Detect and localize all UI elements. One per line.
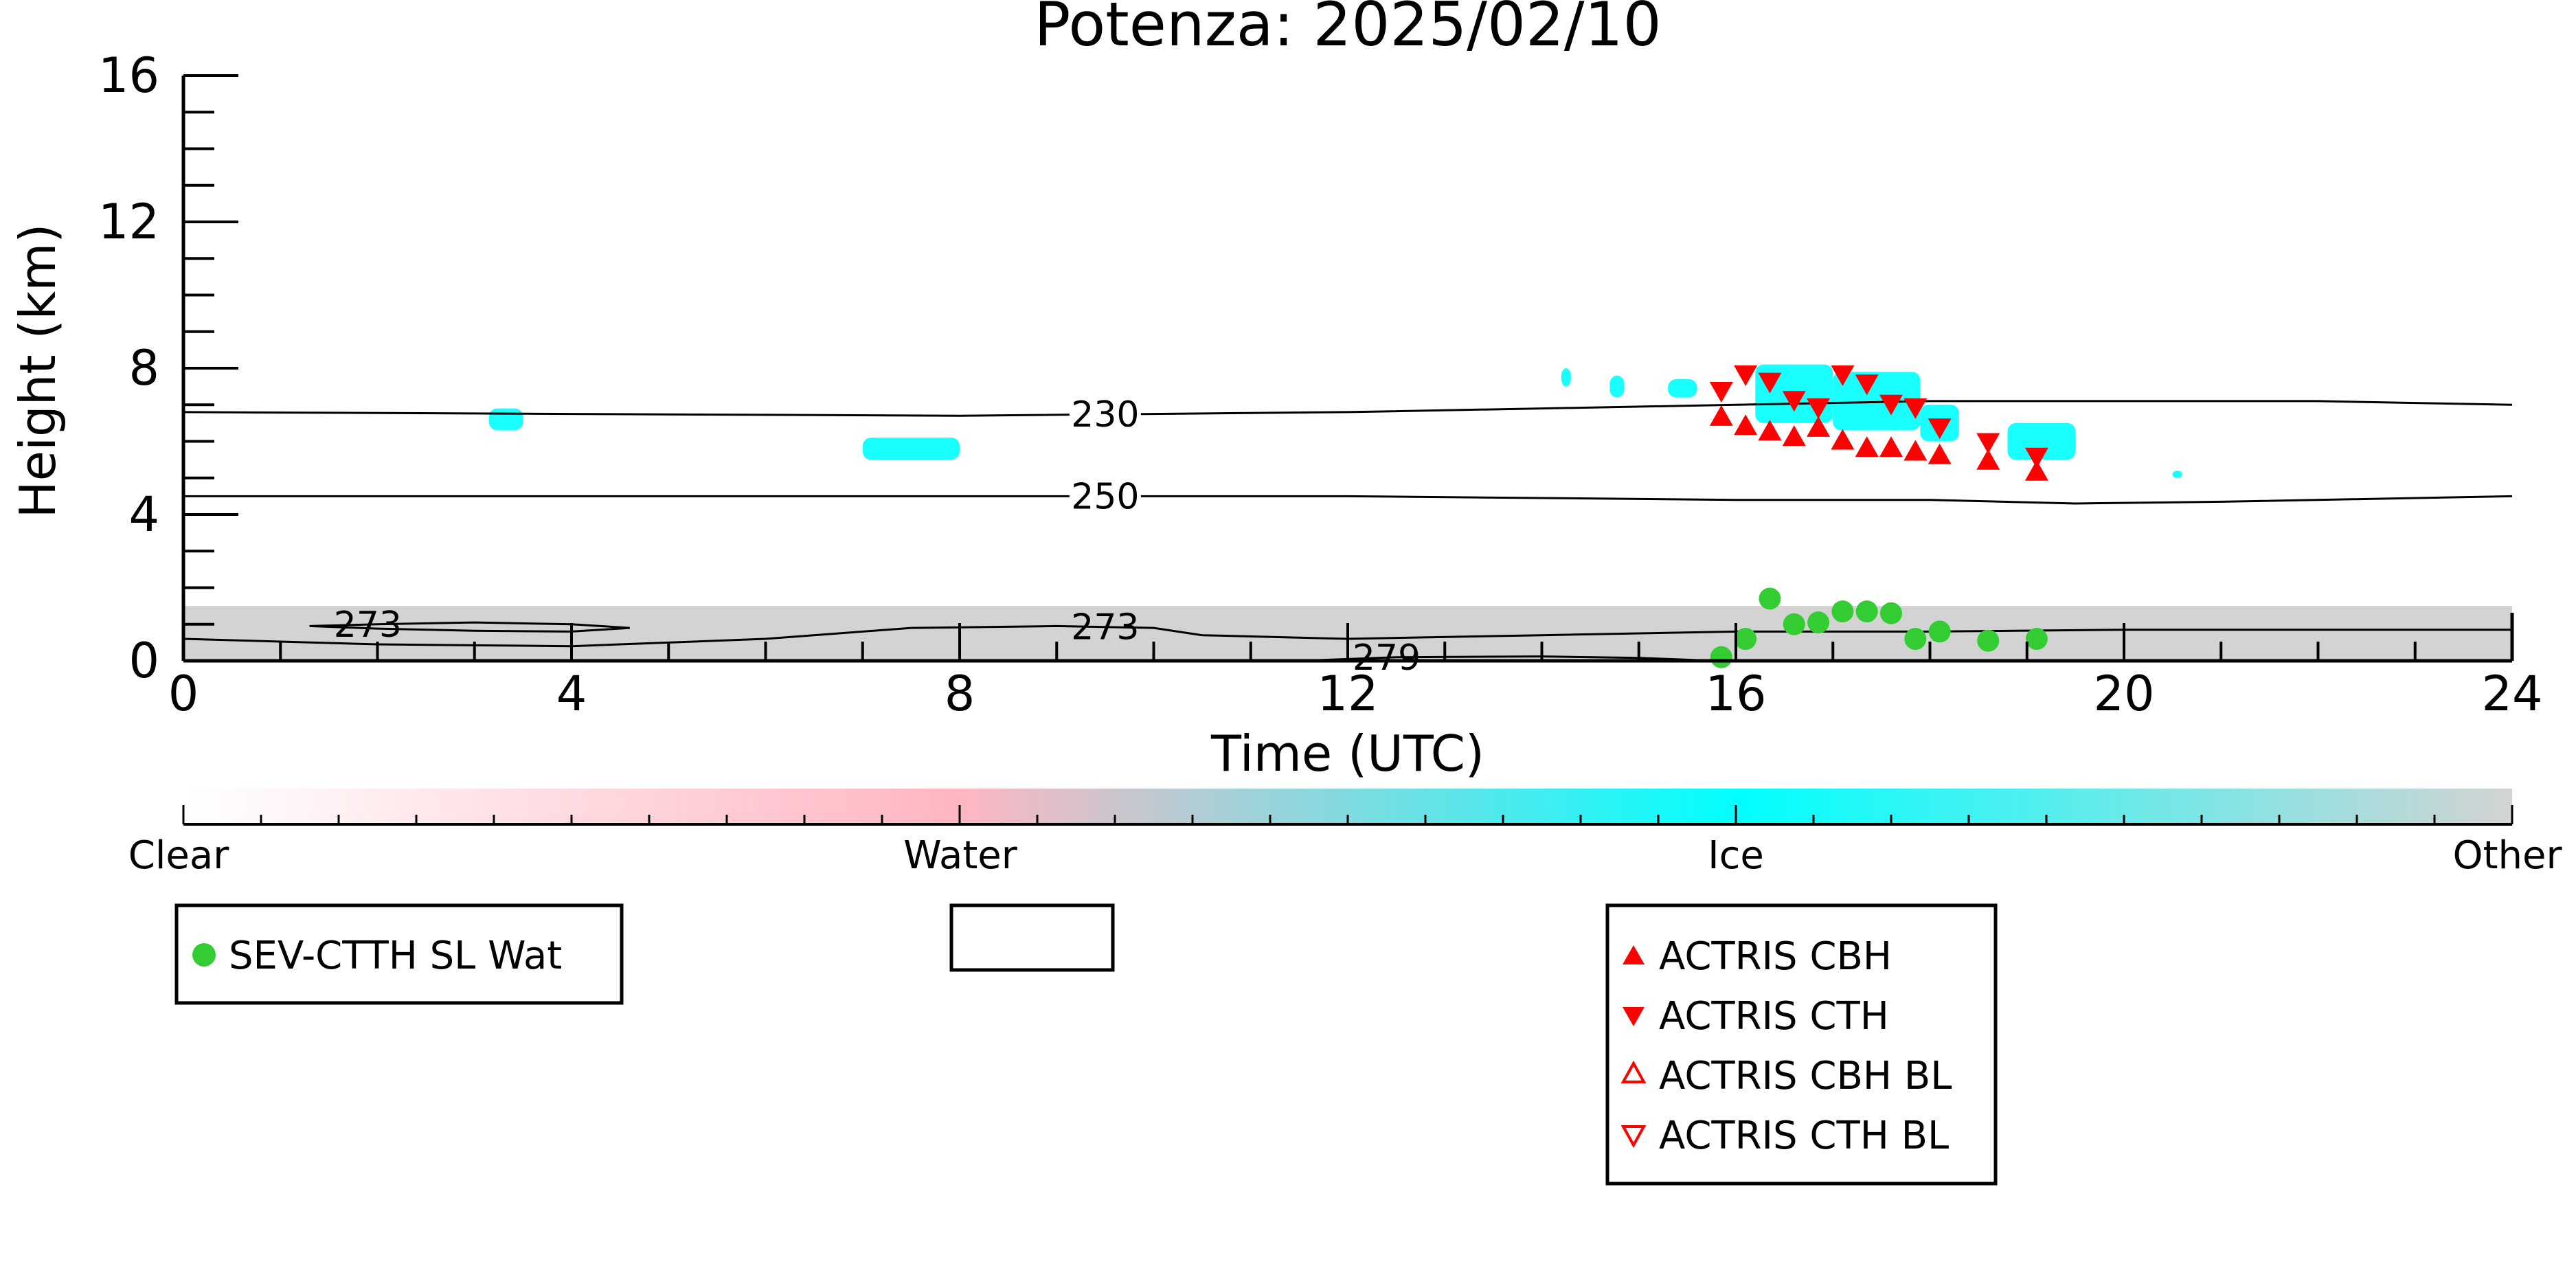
marker-circle-0-11 [2025, 628, 2048, 651]
contour-label-2: 273 [1071, 607, 1139, 648]
marker-triangle-up-1-9 [1928, 443, 1952, 464]
marker-triangle-down-2-1 [1734, 365, 1758, 386]
y-axis-label: Height (km) [9, 224, 67, 519]
marker-triangle-up-1-5 [1831, 429, 1855, 450]
marker-triangle-up-1-0 [1709, 405, 1733, 426]
legend-triangle-down-icon [1623, 1007, 1645, 1026]
colorbar-ticks [182, 805, 2513, 826]
marker-triangle-up-1-8 [1903, 440, 1928, 461]
marker-triangle-down-2-0 [1709, 381, 1733, 403]
y-tick-label-4: 4 [128, 486, 159, 543]
colorbar-label-other: Other [2452, 833, 2562, 878]
chart-title: Potenza: 2025/02/10 [1034, 0, 1661, 60]
x-tick-label-0: 0 [168, 666, 199, 722]
x-tick-label-24: 24 [2481, 666, 2542, 722]
y-tick-label-12: 12 [98, 194, 159, 250]
marker-triangle-up-1-3 [1782, 425, 1806, 447]
marker-circle-0-6 [1855, 600, 1878, 623]
marker-triangle-down-2-11 [2024, 447, 2048, 468]
marker-triangle-down-2-9 [1928, 418, 1952, 440]
contour-line-3 [309, 621, 630, 633]
marker-circle-0-4 [1807, 611, 1830, 634]
x-tick-label-16: 16 [1705, 666, 1766, 722]
marker-triangle-down-2-5 [1831, 365, 1855, 386]
colorbar-label-ice: Ice [1708, 833, 1764, 878]
legend-label-actris-cth-bl: ACTRIS CTH BL [1659, 1114, 1949, 1158]
legend-label-actris-cth: ACTRIS CTH [1659, 994, 1889, 1039]
marker-triangle-down-2-10 [1976, 433, 2000, 454]
legend-label-actris-cbh: ACTRIS CBH [1659, 934, 1892, 979]
plot-area: 230 250 273 273 279 0 4 8 12 16 0 4 8 12 16 20 24 [98, 47, 2543, 722]
ice-patch-9 [2172, 471, 2182, 478]
contour-label-0: 230 [1071, 394, 1139, 436]
axes: 0 4 8 12 16 0 4 8 12 16 20 24 [98, 47, 2543, 722]
marker-triangle-down-2-8 [1903, 398, 1928, 419]
marker-triangle-down-2-3 [1782, 391, 1806, 412]
marker-triangle-up-1-1 [1734, 414, 1758, 436]
marker-circle-0-1 [1735, 628, 1757, 651]
ice-patch-0 [488, 408, 523, 431]
marker-circle-0-9 [1928, 620, 1951, 643]
contour-line-2 [183, 624, 2512, 648]
ice-patch-1 [862, 438, 960, 460]
marker-circle-0-8 [1904, 628, 1927, 651]
legend-satellite: SEV-CTTH SL Wat [174, 903, 624, 1005]
marker-circle-0-7 [1880, 602, 1902, 624]
marker-circle-0-5 [1831, 600, 1854, 623]
marker-triangle-up-1-11 [2024, 460, 2048, 481]
marker-triangle-up-1-10 [1976, 449, 2000, 470]
marker-triangle-up-1-7 [1879, 436, 1903, 457]
marker-circle-0-2 [1759, 587, 1781, 610]
x-tick-label-20: 20 [2093, 666, 2154, 722]
marker-circle-0-0 [1710, 646, 1732, 668]
colorbar: Clear Water Ice Other [128, 789, 2562, 878]
contour-line-0 [183, 400, 2513, 417]
data-markers [1709, 365, 2048, 668]
contour-label-bg-0 [1069, 396, 1141, 433]
marker-triangle-down-2-7 [1879, 394, 1903, 416]
contour-label-4: 279 [1353, 637, 1421, 679]
contour-label-1: 250 [1071, 476, 1139, 517]
x-tick-label-4: 4 [556, 666, 587, 722]
temperature-contours: 230 250 273 273 279 [183, 394, 2513, 679]
y-tick-label-0: 0 [128, 633, 159, 689]
legend-actris: ACTRIS CBH ACTRIS CTH ACTRIS CBH BL ACTR… [1605, 903, 1998, 1186]
ice-cloud-patches [488, 364, 2182, 478]
x-tick-label-8: 8 [945, 666, 975, 722]
legend-satellite-box [174, 903, 624, 1005]
colorbar-label-clear: Clear [128, 833, 229, 878]
marker-triangle-up-1-2 [1758, 420, 1782, 441]
legend-triangle-down-open-icon [1620, 1125, 1647, 1149]
ice-patch-7 [2007, 422, 2076, 460]
marker-triangle-up-1-4 [1807, 416, 1831, 437]
y-tick-label-16: 16 [98, 47, 159, 104]
contour-line-1 [183, 495, 2513, 505]
y-tick-label-8: 8 [128, 340, 159, 396]
legend-circle-icon [192, 943, 216, 967]
legend-empty-box [949, 903, 1115, 972]
contour-label-bg-1 [1069, 478, 1141, 515]
marker-triangle-down-2-4 [1807, 398, 1831, 419]
marker-triangle-down-2-2 [1758, 372, 1782, 394]
legend-triangle-up-icon [1623, 945, 1645, 964]
ice-patch-2 [1561, 368, 1571, 387]
x-axis-label: Time (UTC) [1210, 725, 1484, 782]
legend-triangle-up-open-icon [1620, 1060, 1647, 1083]
ice-patch-8 [1668, 379, 1697, 398]
x-tick-label-12: 12 [1317, 666, 1378, 722]
marker-triangle-up-1-6 [1855, 436, 1879, 457]
colorbar-label-water: Water [903, 833, 1018, 878]
legend-label-actris-cbh-bl: ACTRIS CBH BL [1659, 1054, 1952, 1098]
ice-patch-3 [1609, 375, 1625, 398]
marker-circle-0-3 [1783, 613, 1805, 635]
contour-label-3: 273 [334, 605, 402, 646]
legend-label-sev-ctth: SEV-CTTH SL Wat [229, 934, 562, 978]
marker-triangle-down-2-6 [1855, 374, 1879, 396]
legend-actris-box [1605, 903, 1998, 1186]
marker-circle-0-10 [1977, 629, 2000, 652]
